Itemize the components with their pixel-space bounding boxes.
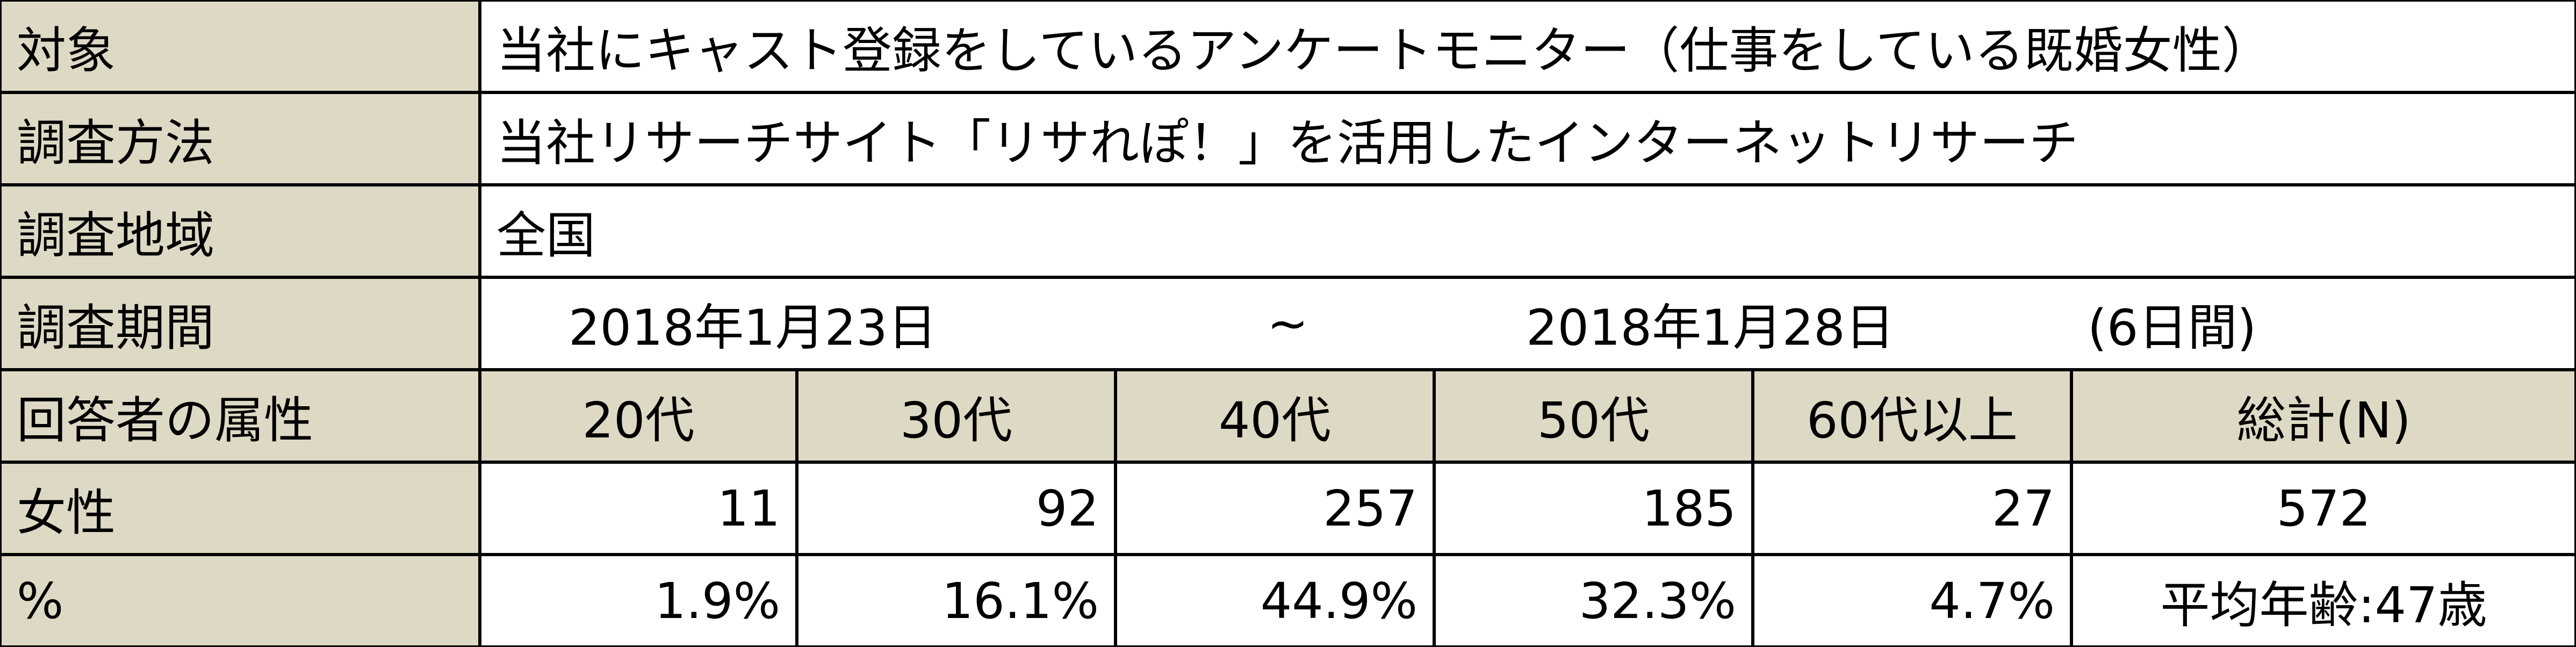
row-label: 回答者の属性: [2, 371, 478, 461]
column-header: 総計(N): [2073, 371, 2574, 461]
table-cell: 257: [1117, 464, 1433, 553]
period-text: (6日間): [2088, 299, 2257, 357]
period-text: 2018年1月23日: [569, 299, 937, 357]
period-text: 2018年1月28日: [1526, 299, 1895, 357]
table-cell: 16.1%: [798, 556, 1114, 645]
table-cell: 4.7%: [1754, 556, 2070, 645]
table-cell: 平均年齢:47歳: [2073, 556, 2574, 645]
row-value: 全国: [481, 186, 2574, 276]
row-label: %: [2, 556, 478, 645]
table-cell: 32.3%: [1436, 556, 1751, 645]
row-label: 女性: [2, 464, 478, 553]
row-label: 対象: [2, 2, 478, 91]
table-cell: 92: [798, 464, 1114, 553]
column-header: 30代: [798, 371, 1114, 461]
row-label: 調査地域: [2, 186, 478, 276]
row-value: 当社にキャスト登録をしているアンケートモニター（仕事をしている既婚女性）: [481, 2, 2574, 91]
column-header: 40代: [1117, 371, 1433, 461]
column-header: 20代: [481, 371, 795, 461]
table-cell: 1.9%: [481, 556, 795, 645]
period-text: ~: [1267, 294, 1309, 353]
table-cell: 185: [1436, 464, 1751, 553]
row-label: 調査期間: [2, 279, 478, 368]
table-cell: 11: [481, 464, 795, 553]
table-cell: 27: [1754, 464, 2070, 553]
table-cell: 572: [2073, 464, 2574, 553]
column-header: 60代以上: [1754, 371, 2070, 461]
column-header: 50代: [1436, 371, 1751, 461]
period-cell: 2018年1月23日 ~2018年1月28日 (6日間): [481, 279, 2574, 368]
row-label: 調査方法: [2, 94, 478, 183]
table-cell: 44.9%: [1117, 556, 1433, 645]
row-value: 当社リサーチサイト「リサれぽ！」を活用したインターネットリサーチ: [481, 94, 2574, 183]
